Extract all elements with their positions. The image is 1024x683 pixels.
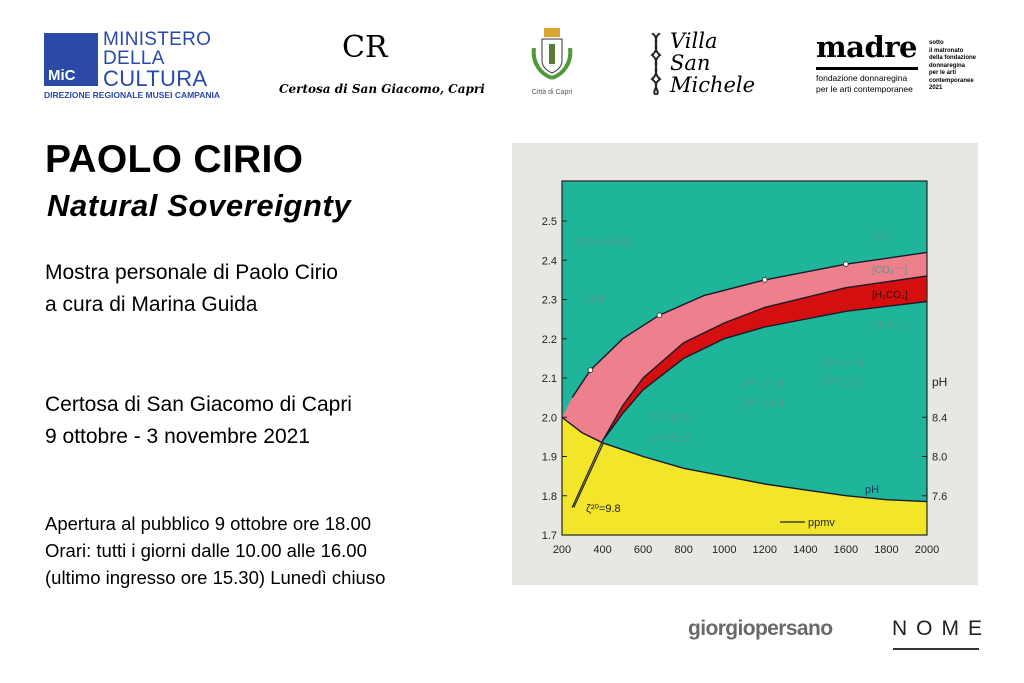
ph-curve-label: pH <box>865 484 879 496</box>
x-tick-label: 600 <box>634 544 652 556</box>
h2co3-curve <box>602 300 928 442</box>
exhibition-title: Natural Sovereignty <box>47 188 352 223</box>
madre-logo-side-text: sotto il matronato della fondazione donn… <box>929 40 977 91</box>
madre-logo-subtitle: fondazione donnaregina per le arti conte… <box>816 73 913 94</box>
y-tick-label: 2.0 <box>542 412 557 424</box>
zeta-label: ζ²⁰=17.0 <box>823 358 864 370</box>
mic-logo-text: MINISTERO DELLA CULTURA <box>103 29 212 91</box>
x-tick-label: 1800 <box>874 544 898 556</box>
data-point <box>843 261 849 267</box>
madre-logo-rule <box>816 67 918 70</box>
nome-logo: NOME <box>892 617 991 640</box>
red-band <box>602 276 927 441</box>
y-axis-label: C(mmol/kg) <box>575 236 632 248</box>
ph-curve <box>561 416 928 503</box>
capri-crest-icon <box>531 28 573 80</box>
hco3-label: [HCO₃⁻] <box>872 320 909 331</box>
capri-logo-text: Città di Capri <box>531 89 573 96</box>
x-axis-label: ppmv <box>808 517 835 529</box>
dates: 9 ottobre - 3 novembre 2021 <box>45 425 311 448</box>
villa-san-michele-logo: Villa San Michele <box>670 29 756 97</box>
x-tick-label: 200 <box>553 544 571 556</box>
zeta-label: ζ²⁰=9.8 <box>586 503 621 515</box>
ph-tick-label: 8.0 <box>932 452 947 464</box>
certosa-logo-text: Certosa di San Giacomo, Capri <box>279 82 485 96</box>
pink-band <box>562 252 927 443</box>
certosa-logo-mark: CR <box>342 30 388 65</box>
exhibition-subtitle-line: Mostra personale di Paolo Cirio <box>45 261 338 284</box>
data-point <box>587 367 594 373</box>
y-tick-label: 1.7 <box>542 530 557 542</box>
year-label: 1981 <box>583 294 606 305</box>
zeta-label: ζ²⁰=12.9 <box>650 412 691 424</box>
y-tick-label: 1.9 <box>542 452 557 464</box>
mic-logo-subtitle: DIREZIONE REGIONALE MUSEI CAMPANIA <box>44 90 220 100</box>
artist-name: PAOLO CIRIO <box>45 138 304 181</box>
madre-logo-title: madre <box>816 30 917 64</box>
data-point <box>761 277 768 283</box>
x-tick-label: 1000 <box>712 544 736 556</box>
h2co3-label: [H₂CO₃] <box>872 290 908 301</box>
y-tick-label: 2.1 <box>542 373 557 385</box>
zeta-label: ζ²⁵=11.9 <box>650 432 690 444</box>
x-tick-label: 2000 <box>915 544 939 556</box>
giorgiopersano-logo: giorgiopersano <box>688 617 833 640</box>
zeta-label: ζ²⁰=15.9 <box>743 378 784 390</box>
zeta-label: ζ²⁵=16.1 <box>823 376 864 388</box>
co3-curve <box>601 275 928 442</box>
y-tick-label: 1.8 <box>542 491 557 503</box>
hours-info: Orari: tutti i giorni dalle 10.00 alle 1… <box>45 540 367 561</box>
zeta-line <box>571 440 604 508</box>
chart-frame <box>561 180 928 536</box>
y-tick-label: 2.3 <box>542 295 557 307</box>
zeta-label: ζ²⁵=14.9 <box>743 398 784 410</box>
co3-label: [CO₃⁻⁻] <box>872 265 907 276</box>
nome-logo-rule <box>893 648 979 650</box>
closing-info: (ultimo ingresso ore 15.30) Lunedì chius… <box>45 567 386 588</box>
y-tick-label: 2.4 <box>542 255 557 267</box>
mic-logo-mark: MiC <box>44 33 98 86</box>
zeta-line <box>573 442 605 508</box>
ph-tick-label: 7.6 <box>932 491 947 503</box>
x-tick-label: 800 <box>674 544 692 556</box>
data-point <box>656 312 663 319</box>
rope-icon <box>650 33 662 95</box>
yellow-region <box>562 417 927 535</box>
ph-tick-label: 8.4 <box>932 412 947 424</box>
x-tick-label: 400 <box>593 544 611 556</box>
x-tick-label: 1200 <box>753 544 777 556</box>
opening-info: Apertura al pubblico 9 ottobre ore 18.00 <box>45 513 372 534</box>
venue: Certosa di San Giacomo di Capri <box>45 393 352 416</box>
x-tick-label: 1600 <box>834 544 858 556</box>
curator-line: a cura di Marina Guida <box>45 293 258 316</box>
x-tick-label: 1400 <box>793 544 817 556</box>
y-tick-label: 2.5 <box>542 216 557 228</box>
sum-c-label: [ΣC] <box>872 231 891 242</box>
ph-axis-label: pH <box>932 375 947 389</box>
y-tick-label: 2.2 <box>542 334 557 346</box>
sum-c-curve <box>571 251 928 398</box>
